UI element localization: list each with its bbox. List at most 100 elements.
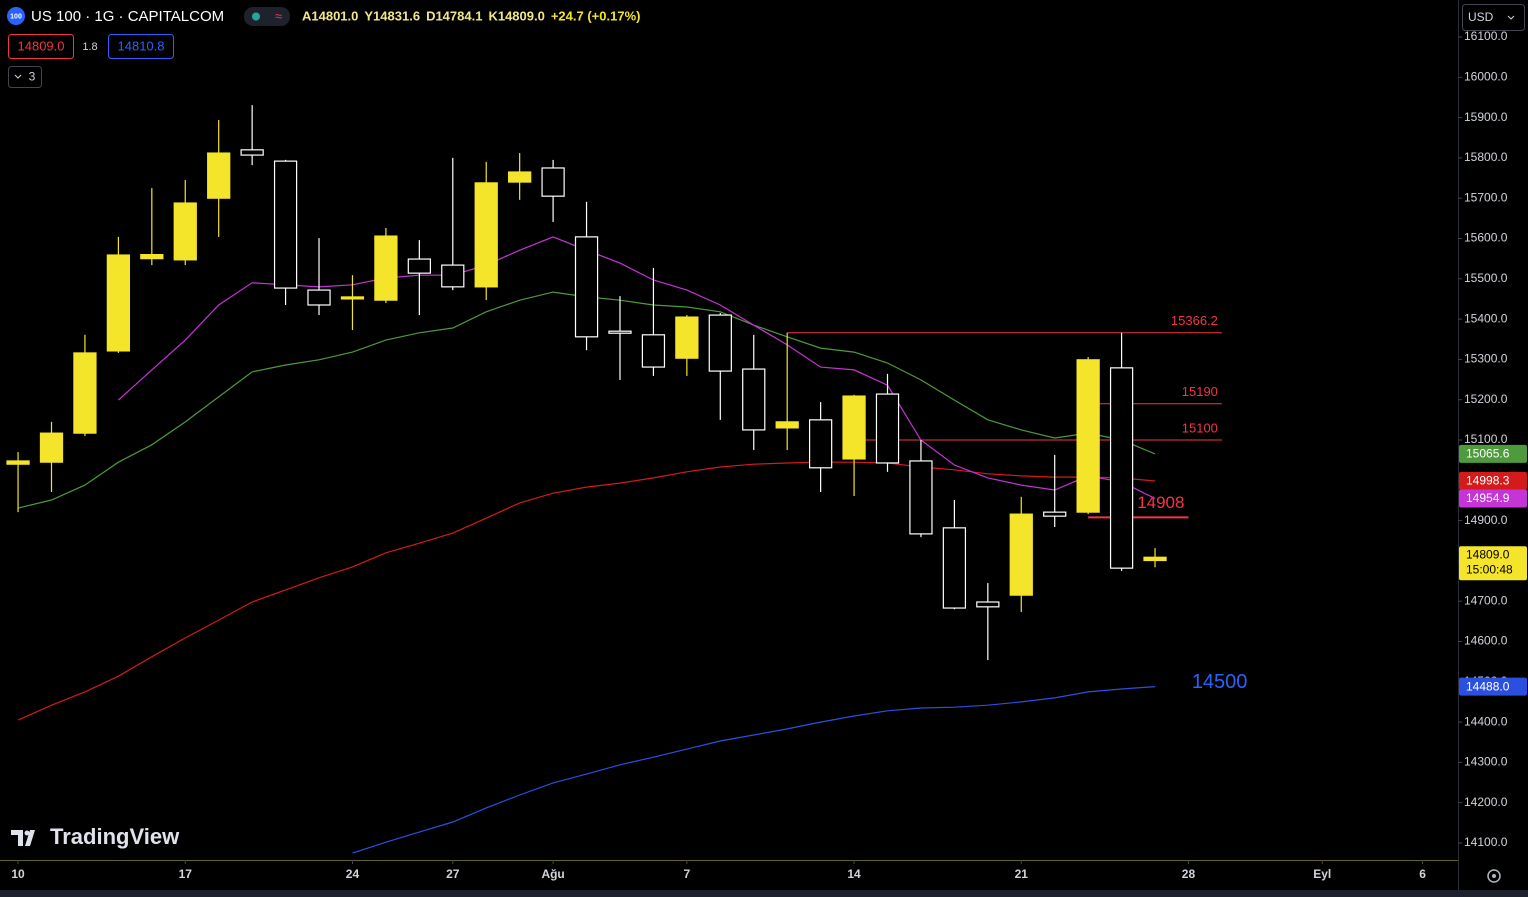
indicator-count: 3: [29, 70, 36, 84]
level-label: 15100: [1182, 420, 1218, 435]
candle-body: [675, 316, 699, 359]
y-tick-label: 14200.0: [1464, 795, 1508, 809]
price-tag-label: 14488.0: [1466, 679, 1510, 693]
ohlc-value: D14784.1: [426, 8, 482, 23]
level-label: 15366.2: [1171, 313, 1218, 328]
candle-body: [106, 254, 131, 352]
settings-icon[interactable]: [1487, 869, 1501, 883]
gear-center: [1492, 874, 1496, 878]
candle-body: [775, 421, 799, 429]
price-tag: [1459, 489, 1527, 508]
ask-price: 14810.8: [118, 38, 165, 53]
candle-body: [574, 236, 599, 338]
y-tick-label: 16000.0: [1464, 69, 1508, 83]
bid-price: 14809.0: [18, 38, 65, 53]
y-tick-label: 14400.0: [1464, 714, 1508, 728]
candle-body: [976, 601, 1000, 608]
candle-body: [1109, 367, 1134, 569]
y-tick-label: 15700.0: [1464, 190, 1508, 204]
symbol-title[interactable]: US 100 · 1G · CAPITALCOM: [31, 8, 224, 25]
currency: USD: [1468, 10, 1494, 24]
chevron-icon: [14, 74, 22, 79]
candle-body: [39, 432, 64, 463]
ask-box[interactable]: [108, 34, 174, 59]
x-tick-label: 24: [346, 867, 360, 881]
price-tag: [1459, 677, 1527, 696]
price-tag: [1459, 444, 1527, 463]
level-label: 15190: [1182, 384, 1218, 399]
x-tick-label: Eyl: [1313, 867, 1331, 881]
level-label: 14908: [1137, 493, 1184, 512]
price-tag-label: 15065.6: [1466, 447, 1510, 461]
y-tick-label: 16100.0: [1464, 29, 1508, 43]
watermark-dot: [24, 830, 30, 836]
x-tick-label: 28: [1182, 867, 1196, 881]
price-tag-label: 14998.3: [1466, 474, 1510, 488]
x-tick-label: 14: [847, 867, 861, 881]
price-tag: [1459, 471, 1527, 490]
x-tick-label: Ağu: [541, 867, 564, 881]
candle-body: [909, 460, 933, 535]
x-tick-label: 21: [1015, 867, 1029, 881]
y-tick-label: 15100.0: [1464, 432, 1508, 446]
candle-body: [273, 160, 298, 289]
symbol-logo[interactable]: [7, 7, 25, 25]
x-tick-label: 7: [684, 867, 691, 881]
candle-body: [808, 419, 833, 469]
candle-body: [708, 314, 732, 372]
current-price-label: 14809.0: [1466, 547, 1510, 561]
candle-body: [641, 334, 666, 368]
candle-body: [6, 460, 30, 465]
candle-body: [1143, 556, 1167, 562]
moving-average: [17, 461, 1156, 721]
ohlc-legend: A14801.0 Y14831.6 D14784.1 K14809.0 +24.7 (+…: [302, 8, 640, 23]
bid-box[interactable]: [8, 34, 74, 59]
x-tick-label: 17: [179, 867, 193, 881]
ohlc-value: Y14831.6: [364, 8, 420, 23]
y-tick-label: 15200.0: [1464, 392, 1508, 406]
candle-body: [207, 152, 231, 199]
y-tick-label: 15800.0: [1464, 150, 1508, 164]
market-status: [252, 12, 260, 21]
spread: 1.8: [82, 41, 97, 53]
candle-body: [240, 149, 264, 156]
candle-body: [508, 171, 532, 183]
candle-body: [541, 167, 565, 197]
y-tick-label: 14600.0: [1464, 634, 1508, 648]
candle-body: [474, 182, 498, 288]
candle-body: [407, 258, 431, 274]
status-pill[interactable]: [244, 7, 290, 26]
candle-body: [1076, 359, 1100, 513]
y-tick-label: 15600.0: [1464, 231, 1508, 245]
x-tick-label: 10: [11, 867, 25, 881]
candle-body: [73, 352, 97, 434]
ohlc-value: K14809.0: [488, 8, 544, 23]
y-tick-label: 14100.0: [1464, 835, 1508, 849]
y-tick-label: 15900.0: [1464, 110, 1508, 124]
candle-body: [608, 330, 632, 334]
current-price-tag: [1459, 546, 1527, 581]
indicators-toggle[interactable]: [8, 66, 42, 88]
currency-chevron: [1507, 15, 1515, 20]
candle-body: [742, 368, 766, 431]
bottom-bar: [0, 890, 1528, 897]
symbol-logo-text: 100: [10, 13, 22, 20]
y-tick-label: 14900.0: [1464, 513, 1508, 527]
currency-select[interactable]: [1462, 4, 1525, 31]
x-tick-label: 6: [1419, 867, 1426, 881]
price-tag-label: 14954.9: [1466, 491, 1510, 505]
y-tick-label: 15300.0: [1464, 352, 1508, 366]
candle-body: [1009, 513, 1033, 596]
moving-average: [352, 686, 1156, 854]
annotation: 14500: [1192, 671, 1248, 693]
candle-body: [340, 296, 365, 300]
candle-body: [140, 254, 164, 260]
candle-body: [875, 393, 900, 464]
x-tick-label: 27: [446, 867, 460, 881]
watermark: TradingView: [50, 824, 180, 849]
y-tick-label: 15500.0: [1464, 271, 1508, 285]
candle-body: [842, 395, 866, 460]
